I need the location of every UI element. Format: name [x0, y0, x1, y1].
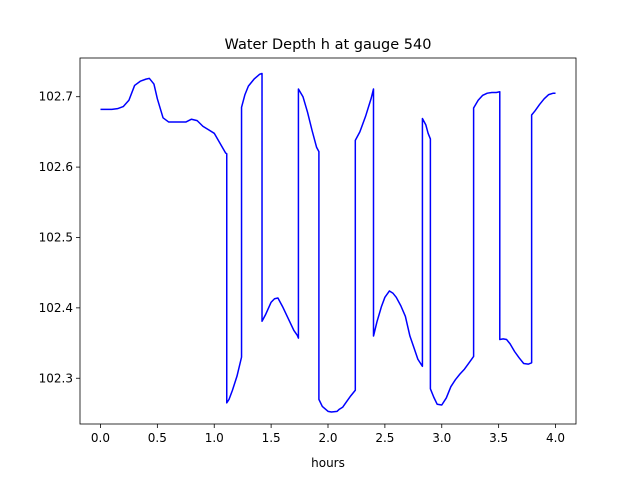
x-axis-label: hours — [311, 456, 345, 470]
chart-title: Water Depth h at gauge 540 — [225, 37, 432, 53]
plot-area — [80, 58, 576, 424]
x-tick-label: 0.0 — [91, 431, 110, 445]
x-tick-label: 2.0 — [318, 431, 337, 445]
x-tick-label: 3.5 — [489, 431, 508, 445]
plot-frame — [79, 57, 577, 425]
y-tick-label: 102.4 — [39, 301, 73, 315]
y-axis: 102.3 102.4 102.5 102.6 102.7 — [39, 90, 80, 385]
x-tick-label: 3.0 — [432, 431, 451, 445]
series-line — [100, 72, 556, 413]
y-tick-label: 102.3 — [39, 371, 73, 385]
x-tick-label: 1.0 — [205, 431, 224, 445]
y-tick-label: 102.7 — [39, 90, 73, 104]
x-tick-label: 0.5 — [148, 431, 167, 445]
y-tick-label: 102.5 — [39, 230, 73, 244]
x-tick-label: 4.0 — [546, 431, 565, 445]
x-tick-label: 1.5 — [262, 431, 281, 445]
x-tick-label: 2.5 — [375, 431, 394, 445]
y-tick-label: 102.6 — [39, 160, 73, 174]
x-axis: 0.0 0.5 1.0 1.5 2.0 2.5 3.0 3.5 4.0 — [91, 424, 565, 445]
